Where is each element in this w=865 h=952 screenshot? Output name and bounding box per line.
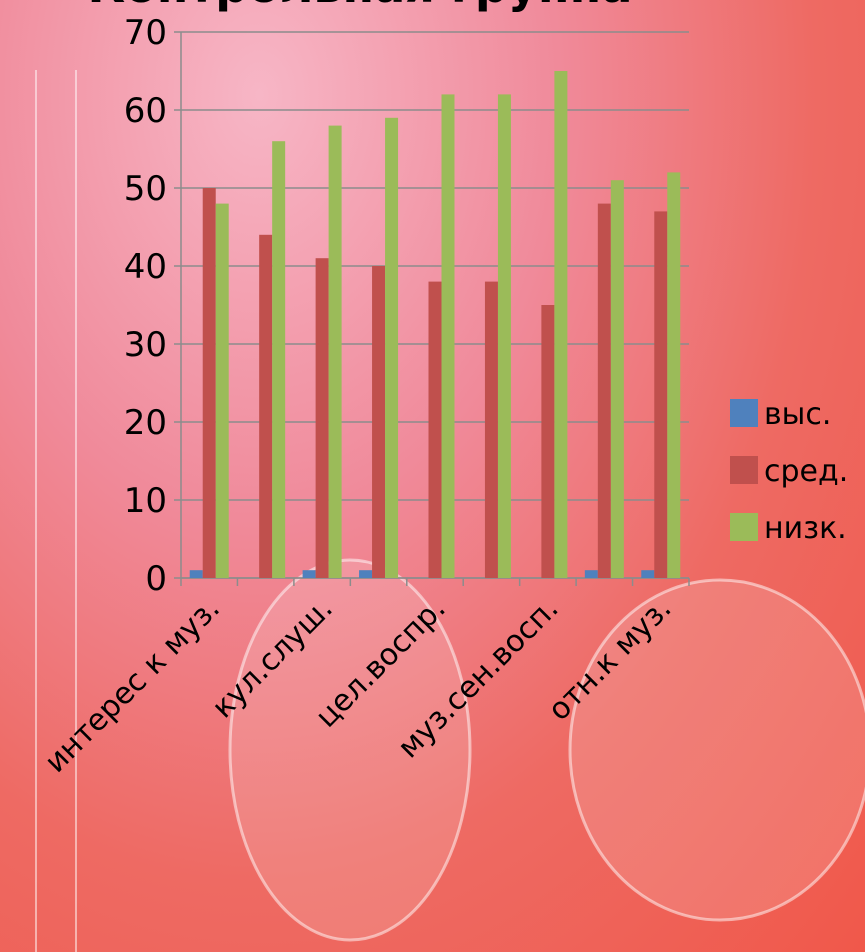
legend-swatch (730, 456, 758, 484)
legend-label: низк. (764, 511, 847, 546)
legend-label: сред. (764, 454, 848, 489)
bar (202, 188, 216, 578)
y-tick-label: 20 (124, 403, 167, 443)
bar (484, 281, 498, 578)
bar (215, 203, 229, 578)
chart-title: Контрольная группа (88, 0, 633, 13)
legend-swatch (730, 513, 758, 541)
legend-label: выс. (764, 397, 831, 432)
bar (328, 125, 342, 578)
y-tick-label: 10 (124, 481, 167, 521)
bar (359, 570, 373, 578)
y-tick-label: 50 (124, 169, 167, 209)
y-tick-label: 30 (124, 325, 167, 365)
bar (441, 94, 455, 579)
bar (302, 570, 316, 578)
bar (259, 234, 273, 579)
bar (497, 94, 511, 579)
bar (610, 180, 624, 578)
bar (315, 258, 329, 578)
y-tick-label: 40 (124, 247, 167, 287)
y-tick-label: 70 (124, 13, 167, 53)
bar (372, 266, 386, 578)
bar (554, 71, 568, 578)
bar (667, 172, 681, 578)
x-tick-label: интерес к муз. (38, 591, 227, 780)
bar (584, 570, 598, 578)
bar (641, 570, 655, 578)
bar (541, 305, 555, 578)
y-tick-label: 60 (124, 91, 167, 131)
bar (654, 211, 668, 578)
bar (597, 203, 611, 578)
bar (272, 141, 286, 578)
bar (428, 281, 442, 578)
bar (189, 570, 203, 578)
y-tick-label: 0 (145, 559, 167, 599)
decor-shape (568, 578, 865, 922)
bar (385, 117, 399, 579)
decor-shape (228, 558, 472, 942)
legend-swatch (730, 399, 758, 427)
